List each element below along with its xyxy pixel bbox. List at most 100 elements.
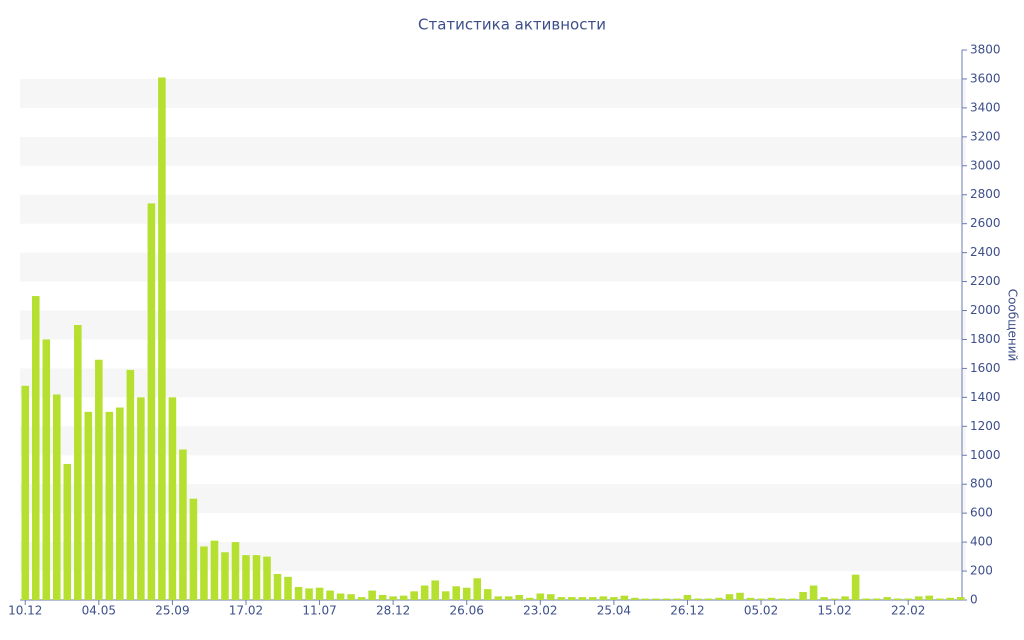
bar	[715, 597, 723, 600]
y-tick-label: 1600	[970, 361, 1001, 375]
bar	[494, 596, 503, 600]
bar	[694, 598, 702, 600]
bar	[809, 585, 818, 600]
bar	[557, 597, 566, 600]
bar	[242, 555, 250, 600]
bar	[631, 597, 639, 600]
x-tick-label: 04.05	[82, 604, 116, 618]
x-tick-label: 15.02	[817, 604, 851, 618]
bar	[74, 325, 82, 600]
y-tick-label: 2800	[970, 187, 1001, 201]
bar	[883, 597, 891, 600]
bar	[294, 586, 303, 600]
bar	[799, 592, 807, 600]
bar	[263, 556, 271, 600]
bar	[725, 594, 734, 600]
bar	[368, 590, 376, 600]
bar	[862, 598, 870, 600]
bar	[515, 594, 524, 600]
bar	[652, 598, 660, 600]
bar	[357, 597, 366, 600]
bar	[767, 597, 776, 600]
bar	[662, 598, 671, 600]
x-tick-label: 05.02	[744, 604, 778, 618]
bar	[21, 385, 30, 600]
y-tick-label: 2600	[970, 216, 1001, 230]
bar	[305, 588, 313, 600]
bar	[147, 203, 156, 600]
bar	[462, 587, 471, 600]
bar	[347, 594, 355, 600]
bar	[788, 598, 797, 600]
x-tick-label: 25.04	[597, 604, 631, 618]
bar	[284, 576, 292, 600]
y-tick-label: 3800	[970, 43, 1001, 57]
bar	[420, 585, 429, 600]
grid-band	[20, 368, 966, 398]
grid-band	[20, 78, 966, 108]
bar	[704, 598, 713, 600]
x-tick-label: 10.12	[8, 604, 42, 618]
bar	[273, 573, 282, 600]
y-tick-label: 200	[970, 564, 993, 578]
bar	[431, 580, 439, 600]
bar	[673, 598, 681, 600]
y-axis-label: Сообщений	[1006, 289, 1020, 362]
bar	[746, 597, 755, 600]
x-tick-label: 17.02	[229, 604, 263, 618]
y-tick-label: 3400	[970, 100, 1001, 114]
bar	[504, 596, 513, 600]
grid-band	[20, 252, 966, 282]
bar	[63, 463, 72, 600]
bar	[620, 595, 629, 600]
bar	[252, 555, 261, 600]
bar	[473, 578, 482, 600]
bar	[200, 546, 208, 600]
grid-band	[20, 194, 966, 224]
bar	[483, 589, 492, 600]
bar	[830, 598, 839, 600]
bar	[536, 593, 545, 600]
bar	[158, 77, 166, 600]
y-tick-label: 1000	[970, 448, 1001, 462]
bar	[116, 407, 124, 600]
grid-band	[20, 426, 966, 456]
bar	[956, 597, 965, 600]
bar	[568, 597, 576, 600]
bar	[53, 394, 61, 600]
bar	[137, 397, 145, 600]
bar	[410, 591, 418, 600]
y-tick-label: 3600	[970, 71, 1001, 85]
grid-band	[20, 310, 966, 340]
bar	[841, 596, 849, 600]
y-tick-label: 600	[970, 506, 993, 520]
bar	[168, 397, 177, 600]
bar	[893, 598, 902, 600]
bar	[399, 595, 408, 600]
bar	[851, 574, 860, 600]
bar	[925, 595, 933, 600]
bar	[326, 590, 334, 600]
bar	[105, 411, 114, 600]
bar	[31, 296, 40, 600]
bar	[935, 598, 944, 600]
y-tick-label: 2000	[970, 303, 1001, 317]
x-tick-label: 23.02	[523, 604, 557, 618]
bar	[336, 593, 345, 600]
bar	[126, 369, 135, 600]
bar	[378, 594, 387, 600]
y-tick-label: 3200	[970, 129, 1001, 143]
bar	[610, 597, 618, 600]
bar	[84, 411, 93, 600]
y-tick-label: 1400	[970, 390, 1001, 404]
grid-band	[20, 542, 966, 572]
bar	[578, 597, 587, 600]
y-tick-label: 2200	[970, 274, 1001, 288]
bar	[599, 596, 608, 600]
y-tick-label: 400	[970, 535, 993, 549]
bar	[946, 597, 955, 600]
x-tick-label: 11.07	[302, 604, 336, 618]
bar	[641, 598, 650, 600]
bar	[315, 587, 324, 600]
